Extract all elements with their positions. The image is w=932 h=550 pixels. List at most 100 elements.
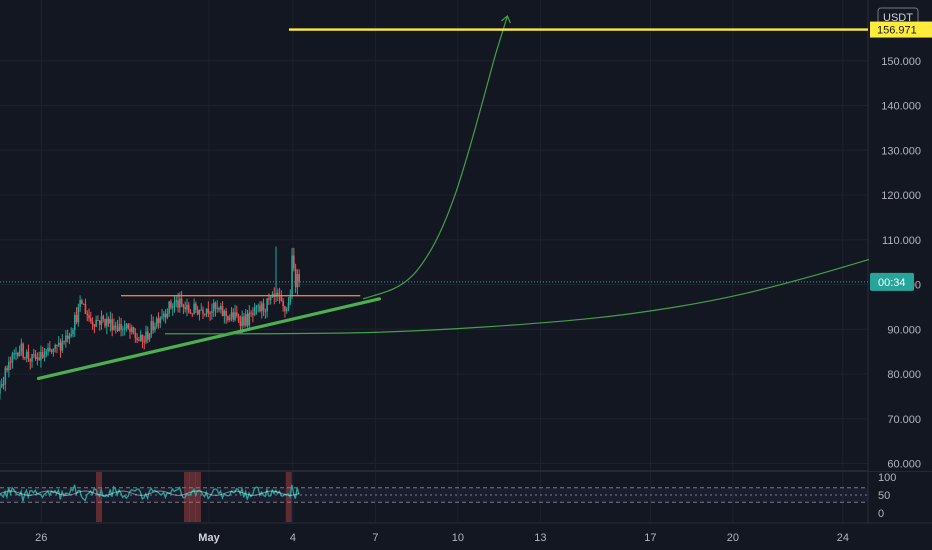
candle[interactable] [148,333,151,340]
candle[interactable] [88,315,90,319]
candle[interactable] [4,367,7,385]
candle[interactable] [225,310,227,317]
candle[interactable] [111,319,113,331]
candle[interactable] [40,351,42,361]
candle[interactable] [269,297,272,300]
candle[interactable] [16,352,19,357]
candle[interactable] [262,303,265,311]
candle[interactable] [214,302,217,309]
candle[interactable] [198,310,201,315]
candle[interactable] [91,321,94,325]
candle[interactable] [0,386,1,394]
candle[interactable] [216,307,219,309]
candle[interactable] [132,327,135,334]
candle[interactable] [65,335,67,342]
candle[interactable] [234,312,236,320]
candle[interactable] [180,298,183,305]
candle[interactable] [22,343,24,358]
candle[interactable] [189,311,192,314]
candle[interactable] [230,312,233,318]
candle[interactable] [38,357,40,361]
candle[interactable] [191,313,194,315]
candle[interactable] [45,351,48,356]
candle[interactable] [114,325,117,328]
candle[interactable] [56,344,58,346]
candle[interactable] [49,348,51,351]
candle[interactable] [79,300,81,307]
candle[interactable] [102,316,105,320]
candle[interactable] [146,331,149,340]
bullish-projection-arc[interactable] [362,15,508,300]
candle[interactable] [163,313,165,317]
candle[interactable] [205,308,208,314]
candle[interactable] [77,306,80,323]
candle[interactable] [100,316,103,325]
candle[interactable] [157,318,160,324]
candle[interactable] [24,357,26,359]
candle[interactable] [186,304,188,310]
candle[interactable] [207,308,210,313]
candle[interactable] [33,354,35,356]
candle[interactable] [73,314,76,330]
candle[interactable] [257,305,260,307]
candle[interactable] [203,313,206,315]
candle[interactable] [177,300,179,308]
candle[interactable] [13,353,16,355]
candle[interactable] [175,300,178,302]
candle[interactable] [118,324,121,332]
candle[interactable] [182,304,185,308]
candle[interactable] [27,351,30,360]
annotation-layer-front[interactable] [36,15,914,381]
candle[interactable] [75,314,78,323]
candle[interactable] [98,320,101,325]
candle[interactable] [275,292,277,297]
candle[interactable] [170,301,172,308]
candle[interactable] [129,328,131,332]
candle[interactable] [43,355,46,358]
candle[interactable] [259,305,261,312]
candle[interactable] [280,296,283,301]
candle[interactable] [122,329,124,331]
candle[interactable] [61,340,64,351]
candle[interactable] [255,306,258,308]
candle[interactable] [50,350,53,352]
candle[interactable] [47,348,49,352]
candle[interactable] [260,303,263,312]
candle[interactable] [152,321,154,331]
candle[interactable] [236,312,238,316]
candle[interactable] [159,317,162,324]
candle[interactable] [11,353,14,363]
candle[interactable] [220,306,222,310]
candle[interactable] [173,301,176,307]
candle[interactable] [15,352,17,354]
candle[interactable] [276,292,279,296]
candle[interactable] [253,307,256,315]
candle[interactable] [291,255,293,295]
candle[interactable] [195,303,197,311]
candle[interactable] [212,302,215,312]
candle[interactable] [287,302,290,310]
candle[interactable] [82,303,85,305]
candle[interactable] [209,312,211,314]
candle[interactable] [223,310,226,317]
candle[interactable] [106,318,108,327]
candle[interactable] [97,320,99,322]
candle[interactable] [221,306,224,317]
candle[interactable] [59,342,62,351]
candle[interactable] [252,313,254,315]
candle[interactable] [155,318,158,327]
candle[interactable] [202,309,204,314]
candle[interactable] [227,316,229,321]
slow-projection-arc[interactable] [164,245,914,335]
time-axis[interactable]: 26 May 4 7 10 13 17 20 24 [0,524,932,550]
candle[interactable] [184,307,186,310]
candle[interactable] [18,351,21,357]
candle[interactable] [239,321,242,326]
candle[interactable] [266,298,268,312]
candle[interactable] [130,327,133,332]
candle[interactable] [113,325,115,331]
candle[interactable] [161,316,163,318]
candle[interactable] [196,310,199,315]
candle[interactable] [52,348,55,352]
candle[interactable] [86,313,89,316]
